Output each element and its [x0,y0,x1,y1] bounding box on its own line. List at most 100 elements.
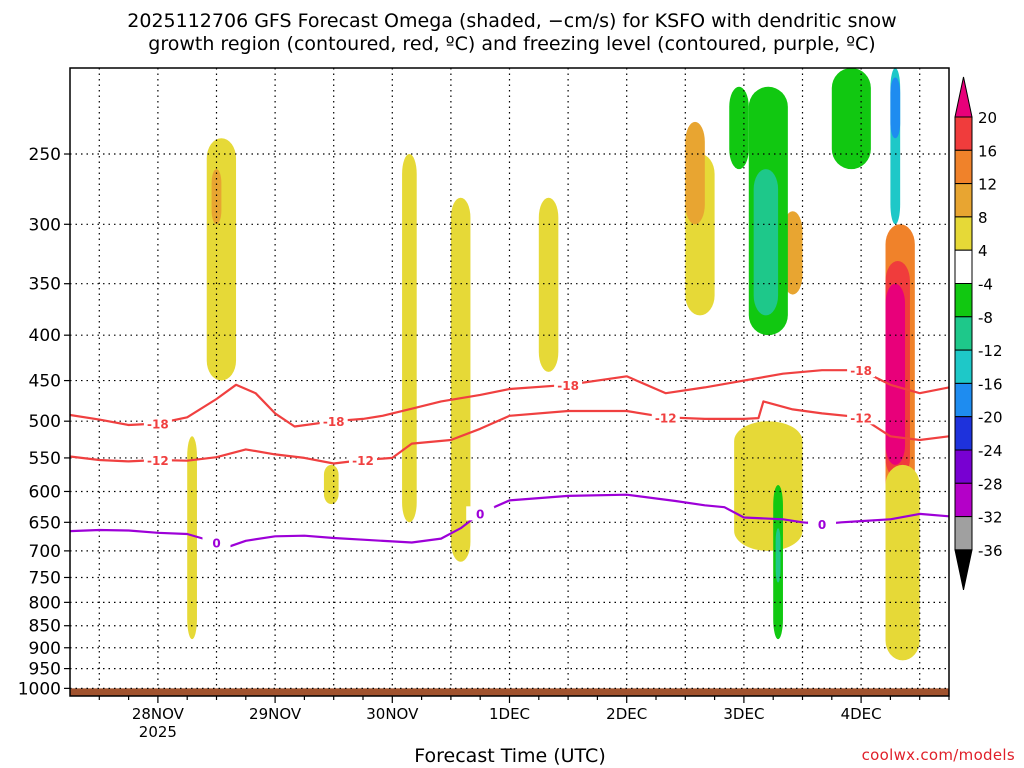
colorbar-segment [954,283,973,318]
colorbar-segment [954,216,973,251]
colorbar-label: -28 [978,475,1003,493]
colorbar-segment [954,249,973,284]
colorbar-label: 12 [978,176,997,194]
colorbar-label: -24 [978,442,1003,460]
colorbar-segment [954,482,973,518]
colorbar-segment [954,316,973,351]
shaded-region [450,197,471,562]
omega-shading [187,68,920,661]
colorbar: 20 16 12 8 4 -4 -8 -12 -16 -20 -24 -28 -32 -36 [954,76,1003,591]
shaded-region [831,68,871,170]
contour-label-bg [554,377,583,392]
colorbar-label: -36 [978,542,1003,560]
colorbar-label: 4 [978,242,988,260]
temperature-contours: -18 -18 -18 -18 -12 -12 -12 -12 0 0 0 [70,363,949,551]
colorbar-segment [954,516,973,551]
y-tick-label: 300 [29,215,61,235]
colorbar-segment [954,349,973,384]
contour-label-bg [319,414,348,429]
contour-label: -12 [655,411,677,425]
x-tick-label: 2DEC [606,705,647,723]
plot-grid [70,68,949,689]
shaded-region [211,169,222,225]
contour-label: -18 [850,364,872,378]
shaded-region [402,154,417,523]
contour-label-bg [143,453,172,468]
contour-label: -12 [352,454,374,468]
contour-label-bg [466,506,495,521]
colorbar-segment [954,416,973,451]
y-tick-label: 1000 [18,679,61,699]
y-tick-label: 900 [29,639,61,659]
colorbar-label: -32 [978,509,1003,527]
colorbar-segment [954,116,973,151]
y-tick-label: 550 [29,449,61,469]
y-tick-label: 800 [29,593,61,613]
y-tick-label: 350 [29,275,61,295]
y-tick-label: 950 [29,660,61,680]
chart-title-line-2: growth region (contoured, red, ºC) and f… [148,33,876,55]
contour-label: 0 [476,507,484,521]
contour-label-bg [202,535,231,550]
contour-label-bg [143,416,172,431]
shaded-region [885,464,920,661]
contour-label: -18 [147,417,169,431]
contour-label-bg [349,453,377,468]
colorbar-label: 16 [978,142,997,160]
shaded-region [729,86,749,170]
colorbar-label: 8 [978,209,988,227]
contour-label-bg [808,517,837,532]
y-tick-label: 250 [29,145,61,165]
colorbar-segment [954,449,973,484]
x-tick-label: 29NOV [249,705,302,723]
contour-label: -12 [850,411,872,425]
y-tick-label: 450 [29,372,61,392]
x-tick-label: 4DEC [841,705,882,723]
chart-title-line-1: 2025112706 GFS Forecast Omega (shaded, −… [127,10,897,32]
contour-label: 0 [818,518,826,532]
credit-link[interactable]: coolwx.com/models [861,746,1015,764]
shaded-region [885,283,906,465]
x-tick-label: 28NOV [132,705,185,723]
colorbar-label: -20 [978,409,1003,427]
x-tick-label: 1DEC [489,705,530,723]
x-tick-label: 30NOV [366,705,419,723]
colorbar-segment [954,149,973,185]
colorbar-label: -4 [978,276,993,294]
contour--12 [70,400,949,465]
shaded-region [775,528,781,583]
colorbar-label: -12 [978,342,1003,360]
shaded-region [323,464,339,505]
colorbar-arrow-top [954,76,973,118]
x-tick-label: 3DEC [723,705,764,723]
contour-label-bg [847,363,876,378]
contour-label: -12 [147,454,169,468]
colorbar-label: 20 [978,109,997,127]
contour-label: -18 [557,379,579,393]
colorbar-label: -8 [978,309,993,327]
shaded-region [890,77,901,139]
y-tick-label: 750 [29,568,61,588]
contour--18 [70,369,949,428]
shaded-region [206,138,237,381]
shaded-region [538,197,559,372]
y-tick-label: 400 [29,326,61,346]
y-tick-label: 850 [29,617,61,637]
colorbar-arrow-bottom [954,549,973,591]
x-axis-label: Forecast Time (UTC) [414,745,606,767]
y-axis-ticks: 2503003504004505005506006507007508008509… [18,145,70,699]
y-tick-label: 600 [29,482,61,502]
colorbar-segment [954,183,973,218]
y-tick-label: 500 [29,412,61,432]
contour-label-bg [651,410,680,425]
colorbar-label: -16 [978,375,1003,393]
shaded-region [685,121,705,225]
terrain-ground [70,688,949,696]
contour-label: -18 [323,415,345,429]
shaded-region [753,169,779,316]
colorbar-segment [954,382,973,418]
y-tick-label: 700 [29,542,61,562]
shaded-region [187,436,197,640]
